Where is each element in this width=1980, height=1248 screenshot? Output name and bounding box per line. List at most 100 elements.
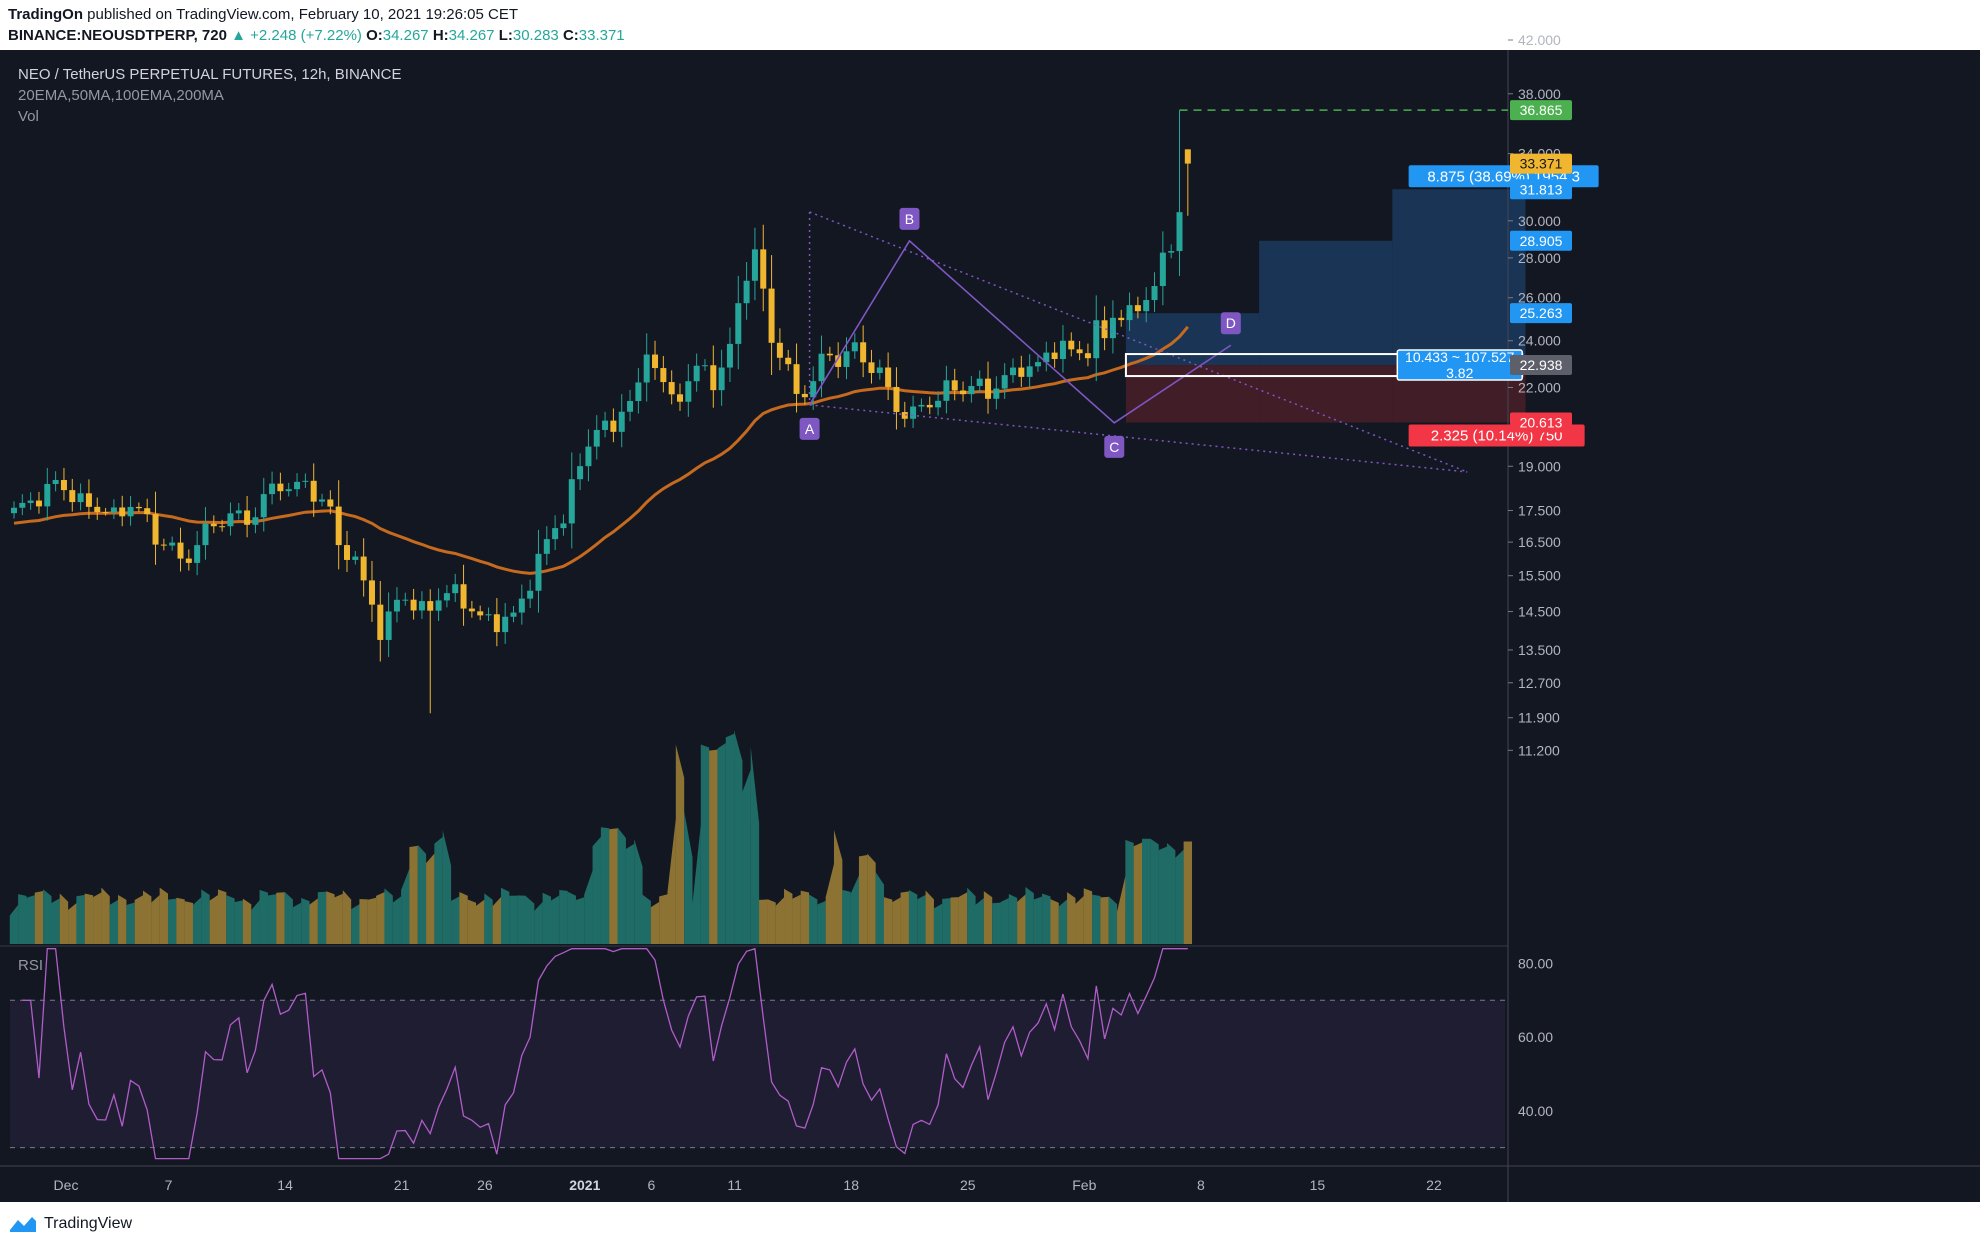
candle-body [410, 599, 417, 611]
candle-body [1010, 367, 1016, 376]
symbol-label: BINANCE:NEOUSDTPERP, 720 [8, 27, 227, 44]
ema-100-line [13, 325, 1189, 575]
volume-bar [742, 769, 751, 944]
candle-body [1109, 317, 1116, 339]
point-label-B: B [905, 211, 914, 227]
candle-body [119, 507, 126, 517]
publisher[interactable]: TradingOn [8, 6, 83, 23]
volume-bar [917, 894, 926, 944]
time-tick-label: 2021 [569, 1177, 600, 1193]
candle-body [310, 480, 317, 502]
volume-bar [426, 853, 435, 944]
candle-body [552, 528, 559, 540]
volume-bar [442, 830, 452, 944]
candle-body [901, 412, 908, 419]
candle-body [277, 483, 284, 492]
volume-bar [784, 888, 793, 944]
tradingview-logo[interactable]: TradingView [8, 1215, 132, 1233]
volume-bar [575, 897, 585, 944]
volume-bar [401, 868, 410, 944]
candle-body [252, 517, 259, 525]
volume-bar [709, 749, 718, 944]
candle-body [335, 506, 342, 546]
point-marker-D [1220, 312, 1241, 335]
time-tick-label: 18 [843, 1177, 859, 1193]
candle-body [585, 446, 592, 467]
candle-body [235, 510, 242, 514]
price-tick-label: 16.500 [1518, 534, 1561, 550]
price-label-text: 20.613 [1520, 414, 1563, 430]
price-tick-label: 17.500 [1518, 502, 1561, 518]
point-marker-C [1104, 435, 1125, 458]
candle-body [602, 420, 609, 430]
volume-bar [84, 893, 94, 944]
volume-bar [883, 897, 893, 944]
candle-body [568, 479, 575, 524]
rsi-legend[interactable]: RSI [18, 957, 44, 974]
candle-body [735, 303, 742, 344]
candle-body [652, 354, 659, 369]
volume-bar [301, 897, 310, 944]
volume-bar [351, 904, 360, 944]
volume-bar [101, 887, 110, 944]
candle-body [127, 506, 134, 517]
time-tick-label: 26 [477, 1177, 493, 1193]
volume-bar [684, 811, 693, 944]
volume-bar [1050, 899, 1059, 944]
volume-bar [800, 890, 810, 944]
price-label-box [1510, 100, 1572, 121]
center-info-line1: 10.433 ~ 107.527 [1405, 349, 1515, 365]
candle-body [418, 601, 425, 611]
volume-bar [900, 891, 909, 944]
time-tick-label: 11 [727, 1177, 742, 1193]
candle-body [518, 598, 525, 613]
candle-body [1101, 320, 1108, 339]
volume-bar [692, 824, 701, 944]
candle-body [627, 401, 634, 412]
volume-bar [500, 887, 510, 944]
candle-body [294, 481, 301, 490]
volume-bar [850, 875, 860, 944]
volume-bar [875, 871, 884, 944]
volume-bar [234, 900, 243, 944]
point-marker-A [799, 417, 820, 440]
candle-body [1068, 340, 1075, 350]
candle-body [643, 354, 650, 383]
volume-bar [192, 897, 202, 944]
volume-legend[interactable]: Vol [18, 108, 39, 125]
candle-body [818, 353, 825, 382]
volume-bar [584, 870, 593, 944]
candle-body [1176, 212, 1183, 252]
candle-body [593, 429, 600, 447]
candle-body [1151, 286, 1158, 301]
volume-bar [76, 894, 85, 944]
price-label-text: 22.938 [1520, 357, 1563, 373]
volume-bar [592, 836, 601, 944]
stop-zone-2 [1259, 365, 1393, 423]
volume-bar [842, 889, 851, 944]
indicator-legend[interactable]: 20EMA,50MA,100EMA,200MA [18, 87, 224, 104]
volume-bar [309, 898, 318, 944]
volume-bar [359, 899, 368, 944]
volume-bar [93, 892, 102, 944]
change-arrow-icon: ▲ [231, 27, 246, 44]
price-labels: 36.865 33.371 31.813 28.905 25.263 22.938 20.6… [1510, 100, 1572, 433]
candle-body [493, 614, 500, 633]
time-axis[interactable]: Dec 7 14 21 26 2021 6 11 18 25 Feb 8 15 22 [54, 1177, 1442, 1193]
volume-bar [825, 863, 835, 944]
candle-body [726, 343, 733, 368]
candle-body [768, 288, 775, 343]
candle-body [1126, 305, 1133, 321]
price-axis[interactable]: 42.00038.00034.00030.00028.00026.00024.0… [1508, 32, 1561, 758]
candle-body [968, 385, 975, 395]
volume-bar [1008, 894, 1018, 944]
candle-body [860, 342, 867, 363]
abcd-path [808, 239, 1232, 424]
volume-bar [26, 895, 35, 944]
volume-bar [342, 890, 352, 944]
symbol-legend[interactable]: NEO / TetherUS PERPETUAL FUTURES, 12h, B… [18, 66, 402, 83]
candle-body [77, 493, 84, 503]
candle-body [993, 388, 1000, 399]
volume-bar [933, 903, 943, 944]
